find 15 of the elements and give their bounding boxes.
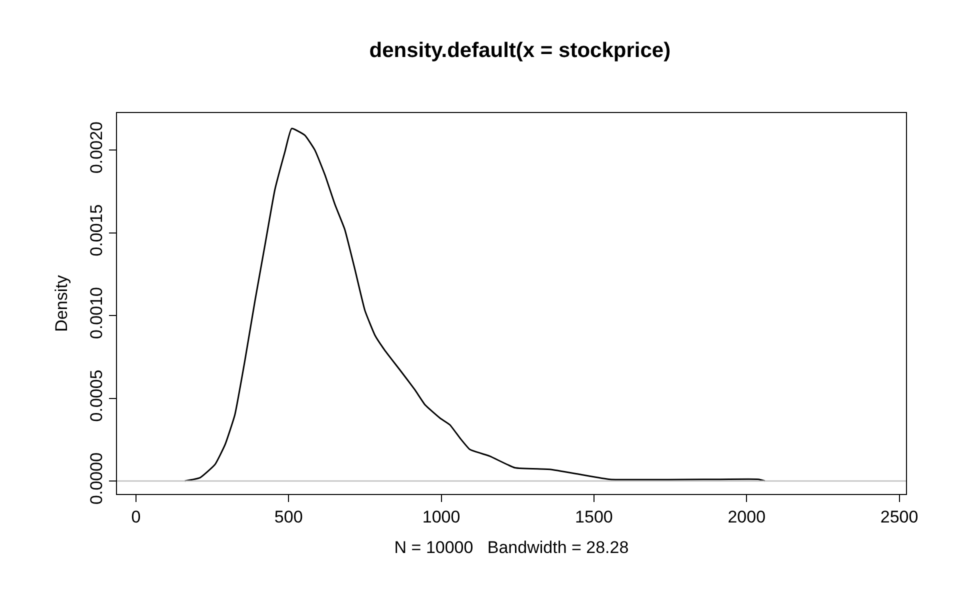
y-tick-label: 0.0020 bbox=[87, 122, 106, 174]
x-axis-title: N = 10000 Bandwidth = 28.28 bbox=[394, 538, 629, 557]
y-tick-label: 0.0015 bbox=[87, 204, 106, 256]
y-tick-label: 0.0000 bbox=[87, 452, 106, 504]
x-tick-label: 2500 bbox=[880, 507, 918, 526]
y-axis-title: Density bbox=[52, 274, 71, 332]
x-tick-label: 2000 bbox=[728, 507, 766, 526]
y-tick-label: 0.0005 bbox=[87, 370, 106, 422]
x-tick-label: 0 bbox=[131, 507, 141, 526]
chart-title: density.default(x = stockprice) bbox=[369, 39, 671, 62]
x-tick-label: 1500 bbox=[575, 507, 613, 526]
y-tick-label: 0.0010 bbox=[87, 286, 106, 339]
x-tick-label: 1000 bbox=[422, 507, 460, 526]
line-series bbox=[184, 128, 766, 482]
x-tick-label: 500 bbox=[274, 507, 303, 526]
